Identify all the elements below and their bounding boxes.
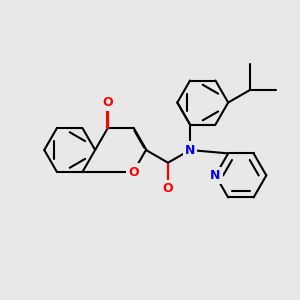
Text: O: O [128,166,139,178]
Text: O: O [103,96,113,109]
Text: N: N [185,143,195,157]
Text: O: O [163,182,173,195]
Text: N: N [210,169,220,182]
